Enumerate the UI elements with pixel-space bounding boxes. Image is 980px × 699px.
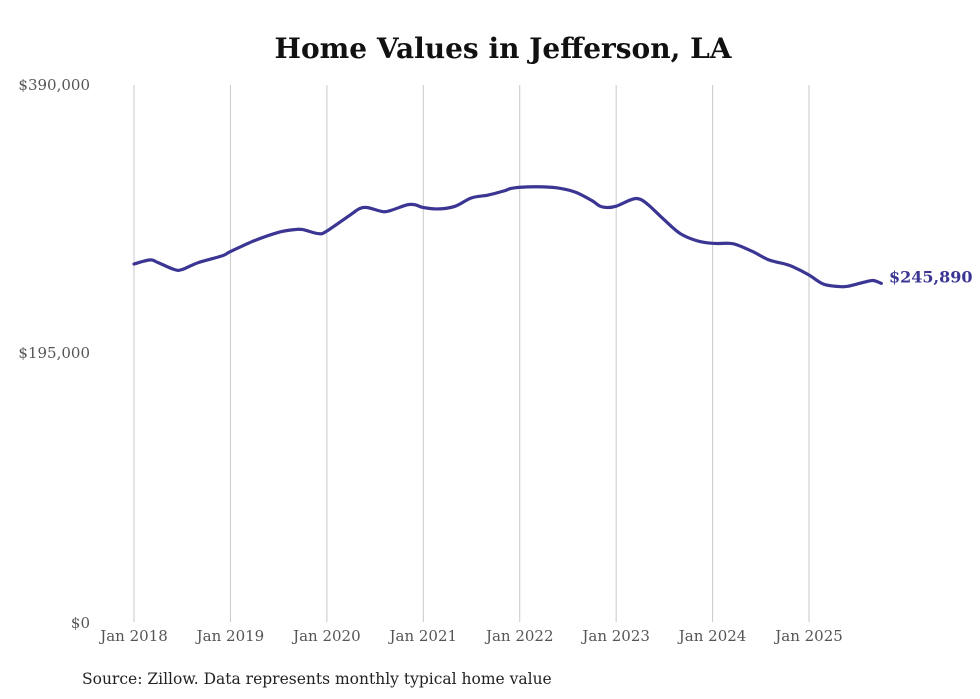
x-tick-label-5: Jan 2023	[580, 627, 650, 645]
x-tick-label-7: Jan 2025	[773, 627, 843, 645]
source-note: Source: Zillow. Data represents monthly …	[82, 670, 552, 688]
gridlines	[133, 85, 810, 622]
x-axis-ticks: Jan 2018 Jan 2019 Jan 2020 Jan 2021 Jan …	[98, 627, 843, 645]
y-tick-label-0: $0	[71, 614, 90, 632]
x-tick-label-3: Jan 2021	[388, 627, 458, 645]
end-value-label: $245,890	[889, 267, 973, 286]
x-tick-label-4: Jan 2022	[484, 627, 554, 645]
x-tick-label-6: Jan 2024	[677, 627, 747, 645]
y-axis-ticks: $0 $195,000 $390,000	[18, 76, 90, 632]
series-line-home-value	[132, 185, 883, 289]
x-tick-label-1: Jan 2019	[195, 627, 265, 645]
x-tick-label-0: Jan 2018	[98, 627, 168, 645]
y-tick-label-2: $390,000	[18, 76, 90, 94]
x-tick-label-2: Jan 2020	[291, 627, 361, 645]
chart-title: Home Values in Jefferson, LA	[275, 32, 733, 65]
y-tick-label-1: $195,000	[18, 344, 90, 362]
